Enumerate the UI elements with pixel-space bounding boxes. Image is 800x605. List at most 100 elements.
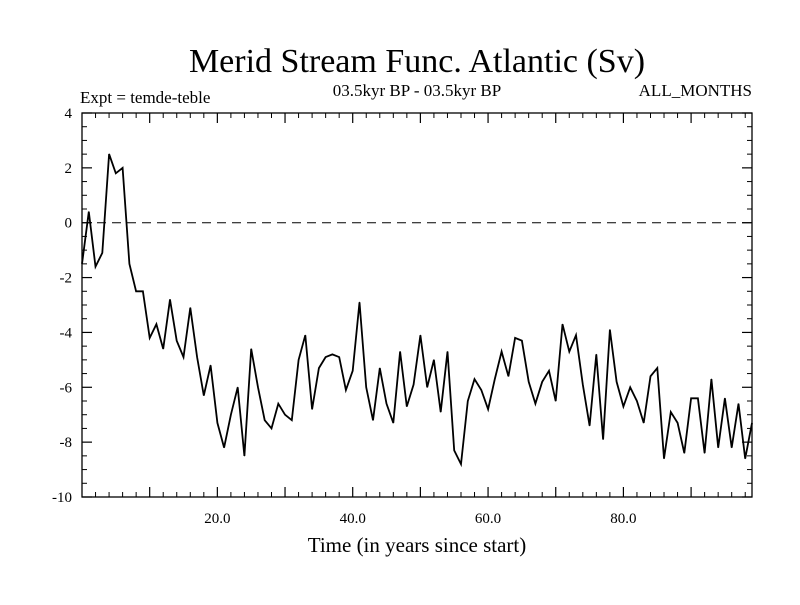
data-point [183, 356, 184, 358]
data-point [88, 211, 90, 213]
x-tick-label: 40.0 [340, 511, 366, 527]
data-point [372, 419, 374, 421]
data-point [534, 403, 536, 405]
data-point [562, 323, 563, 325]
x-axis-label: Time (in years since start) [308, 533, 527, 557]
plot-frame [81, 112, 753, 498]
data-point [135, 290, 137, 292]
data-point [650, 375, 651, 377]
data-point [629, 386, 631, 388]
y-tick-label: 4 [65, 106, 73, 122]
data-point [501, 351, 503, 353]
data-point [744, 458, 746, 460]
y-tick-label: -2 [60, 271, 73, 287]
y-tick-label: -4 [60, 325, 73, 341]
data-point [162, 348, 164, 350]
data-point [128, 263, 130, 265]
data-point [643, 422, 645, 424]
data-point [690, 397, 692, 399]
data-point [474, 378, 475, 380]
data-point [677, 422, 679, 424]
data-point [656, 367, 658, 369]
data-point [697, 397, 699, 399]
data-point [616, 381, 618, 383]
data-point [155, 323, 157, 325]
x-tick-label: 20.0 [204, 511, 230, 527]
data-point [122, 167, 124, 169]
data-point [683, 452, 685, 454]
data-point [717, 447, 719, 449]
data-point [271, 427, 272, 429]
data-point [494, 378, 496, 380]
data-point [399, 351, 401, 353]
data-point [731, 447, 733, 449]
data-point [589, 425, 591, 427]
data-point [284, 414, 286, 416]
data-point [433, 359, 435, 361]
y-tick-label: 0 [65, 216, 73, 232]
data-point [521, 340, 523, 342]
data-point [453, 449, 455, 451]
experiment-label: Expt = temde-teble [80, 88, 210, 107]
data-point [149, 337, 151, 339]
data-point [325, 356, 327, 358]
data-point [528, 381, 530, 383]
data-point [582, 384, 584, 385]
data-point [304, 334, 306, 336]
data-point [203, 395, 205, 396]
data-point [257, 386, 259, 388]
data-point [298, 359, 300, 361]
data-point [541, 381, 543, 383]
data-point [710, 378, 712, 380]
series-line [81, 153, 753, 468]
data-point [548, 370, 550, 372]
data-point [115, 172, 117, 174]
data-point [379, 367, 381, 369]
data-point [250, 348, 252, 350]
data-point [176, 340, 178, 342]
data-point [95, 266, 96, 268]
y-tick-label: 2 [65, 161, 73, 177]
data-point [419, 334, 421, 336]
data-point [426, 386, 428, 388]
data-point [480, 389, 482, 391]
data-point [169, 299, 171, 300]
data-point [318, 367, 320, 369]
data-point [291, 419, 293, 421]
y-tick-label: -10 [52, 490, 72, 506]
data-point [568, 351, 570, 353]
data-point [507, 375, 509, 377]
data-point [230, 414, 232, 416]
data-point [460, 463, 462, 465]
data-point [406, 406, 408, 407]
data-point [392, 422, 394, 424]
data-point [359, 301, 360, 303]
data-point [365, 386, 367, 388]
data-point [555, 400, 557, 402]
chart-title: Merid Stream Func. Atlantic (Sv) [189, 43, 645, 80]
data-point [602, 438, 604, 440]
data-point [413, 384, 415, 385]
data-point [338, 356, 340, 358]
data-point [751, 422, 753, 424]
data-point [609, 329, 611, 331]
data-point [223, 447, 225, 449]
data-point [704, 452, 706, 454]
data-point [352, 370, 354, 372]
data-point [467, 400, 469, 402]
data-point [575, 334, 577, 336]
data-point [210, 364, 212, 366]
period-label: 03.5kyr BP - 03.5kyr BP [333, 81, 501, 100]
data-point [514, 337, 516, 339]
months-label: ALL_MONTHS [639, 81, 752, 100]
data-point [216, 422, 218, 424]
y-tick-label: -8 [60, 435, 73, 451]
x-tick-label: 80.0 [610, 511, 636, 527]
data-point [487, 408, 489, 410]
data-point [663, 458, 665, 460]
data-point [447, 351, 448, 353]
data-point [237, 386, 239, 388]
data-point [345, 389, 347, 391]
data-point [738, 403, 739, 405]
